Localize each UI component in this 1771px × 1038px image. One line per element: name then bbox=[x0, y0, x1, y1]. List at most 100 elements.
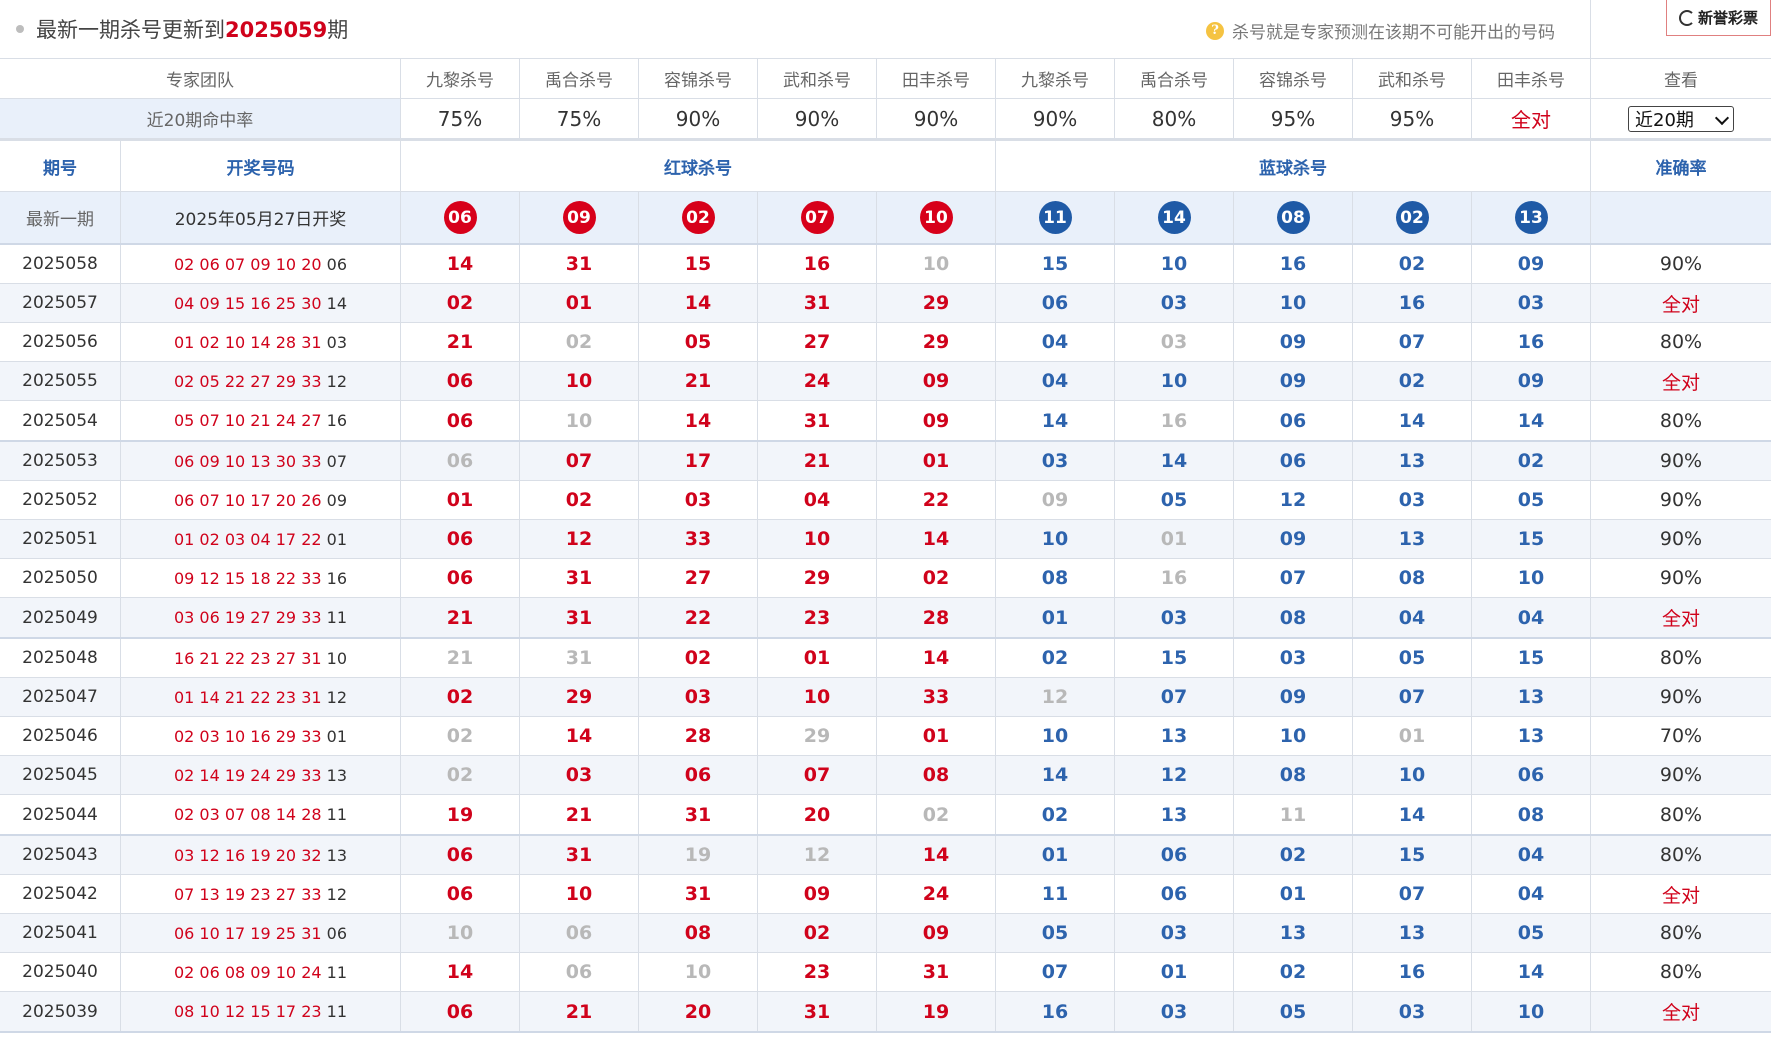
blue-kill-number: 13 bbox=[1279, 922, 1307, 944]
red-kill-cell: 31 bbox=[757, 284, 876, 322]
red-kill-cell: 06 bbox=[400, 992, 519, 1031]
history-row: 2025040 02 06 08 09 10 24 11 14 06 10 23 31 07 0… bbox=[0, 953, 1771, 992]
red-kill-number: 31 bbox=[803, 292, 831, 314]
blue-kill-cell: 02 bbox=[1352, 245, 1471, 283]
blue-kill-number: 02 bbox=[1041, 803, 1069, 826]
red-kill-number: 31 bbox=[565, 844, 593, 866]
accuracy-value: 80% bbox=[1659, 331, 1703, 353]
blue-kill-number: 08 bbox=[1279, 606, 1307, 629]
red-kill-cell: 29 bbox=[876, 323, 995, 361]
blue-kill-number: 02 bbox=[1041, 647, 1069, 669]
draw-numbers: 09 12 15 18 22 33 16 bbox=[174, 569, 347, 588]
red-kill-number: 23 bbox=[803, 606, 831, 629]
red-kill-number: 27 bbox=[803, 331, 831, 353]
red-kill-cell: 14 bbox=[876, 520, 995, 558]
accuracy-value: 90% bbox=[1659, 489, 1703, 511]
blue-kill-cell: 13 bbox=[1352, 520, 1471, 558]
period-range-select[interactable]: 近20期 bbox=[1628, 105, 1734, 132]
red-kill-ball: 10 bbox=[919, 201, 953, 234]
hit-rate-value: 90% bbox=[675, 106, 721, 131]
red-kill-cell: 31 bbox=[519, 245, 638, 283]
red-kill-cell: 01 bbox=[876, 717, 995, 755]
expert-name: 容锦杀号 bbox=[664, 71, 732, 91]
period-number: 2025047 bbox=[22, 687, 98, 707]
blue-kill-cell: 14 bbox=[995, 401, 1114, 440]
red-kill-cell: 21 bbox=[638, 362, 757, 400]
accuracy-value: 90% bbox=[1659, 528, 1703, 550]
blue-kill-cell: 02 bbox=[1352, 362, 1471, 400]
red-kill-cell: 09 bbox=[876, 914, 995, 952]
red-kill-number: 03 bbox=[684, 489, 712, 511]
latest-draw-date: 2025年05月27日开奖 bbox=[174, 210, 347, 230]
red-kill-cell: 21 bbox=[519, 992, 638, 1031]
draw-numbers: 02 06 07 09 10 20 06 bbox=[174, 255, 347, 274]
red-kill-cell: 06 bbox=[400, 559, 519, 597]
red-kill-number: 02 bbox=[803, 922, 831, 944]
draw-blue-number: 06 bbox=[326, 923, 348, 943]
period-select-cell: 近20期 bbox=[1590, 99, 1771, 138]
red-kill-number: 06 bbox=[565, 961, 593, 983]
blue-kill-number: 04 bbox=[1517, 883, 1545, 905]
brand-logo[interactable]: 新誉彩票 bbox=[1666, 0, 1771, 36]
draw-blue-number: 11 bbox=[326, 608, 348, 627]
draw-cell: 01 14 21 22 23 31 12 bbox=[120, 678, 400, 716]
blue-kill-number: 14 bbox=[1517, 409, 1545, 432]
draw-red-numbers: 09 12 15 18 22 33 bbox=[173, 568, 322, 588]
red-kill-cell: 14 bbox=[400, 953, 519, 991]
period-cell: 2025048 bbox=[0, 639, 120, 677]
red-kill-number: 01 bbox=[565, 292, 593, 314]
accuracy-cell: 90% bbox=[1590, 481, 1771, 519]
red-kill-cell: 14 bbox=[638, 401, 757, 440]
blue-kill-number: 05 bbox=[1517, 922, 1545, 944]
red-kill-header: 红球杀号 bbox=[400, 141, 995, 191]
blue-kill-number: 13 bbox=[1398, 450, 1426, 472]
red-kill-cell: 02 bbox=[400, 756, 519, 794]
logo-mark-icon bbox=[1678, 9, 1695, 26]
red-kill-number: 07 bbox=[565, 450, 593, 472]
red-kill-number: 01 bbox=[446, 489, 474, 511]
red-kill-cell: 03 bbox=[638, 481, 757, 519]
red-kill-number: 28 bbox=[922, 606, 950, 629]
red-kill-number: 21 bbox=[684, 370, 712, 392]
accuracy-value: 90% bbox=[1659, 450, 1703, 472]
blue-kill-number: 04 bbox=[1517, 606, 1545, 629]
period-cell: 2025057 bbox=[0, 284, 120, 322]
red-kill-cell: 06 bbox=[638, 756, 757, 794]
red-kill-cell: 14 bbox=[876, 639, 995, 677]
blue-kill-cell: 05 bbox=[1114, 481, 1233, 519]
blue-kill-number: 04 bbox=[1398, 606, 1426, 629]
draw-numbers: 01 14 21 22 23 31 12 bbox=[174, 688, 347, 707]
period-cell: 2025055 bbox=[0, 362, 120, 400]
red-kill-cell: 07 bbox=[519, 442, 638, 480]
draw-numbers: 06 09 10 13 30 33 07 bbox=[174, 452, 347, 471]
red-kill-number: 29 bbox=[803, 725, 831, 747]
red-kill-number: 02 bbox=[565, 489, 593, 511]
accuracy-cell: 全对 bbox=[1590, 362, 1771, 400]
hit-rate-value: 全对 bbox=[1511, 108, 1551, 132]
red-kill-cell: 06 bbox=[519, 914, 638, 952]
red-kill-number: 09 bbox=[922, 922, 950, 944]
blue-kill-number: 15 bbox=[1517, 647, 1545, 669]
red-kill-cell: 27 bbox=[638, 559, 757, 597]
red-kill-number: 31 bbox=[803, 409, 831, 432]
red-kill-cell: 23 bbox=[757, 953, 876, 991]
draw-cell: 02 03 10 16 29 33 01 bbox=[120, 717, 400, 755]
red-kill-number: 02 bbox=[922, 803, 950, 826]
accuracy-value: 90% bbox=[1659, 764, 1703, 786]
hit-rate-cell: 90% bbox=[995, 99, 1114, 138]
period-number: 2025039 bbox=[22, 1001, 98, 1022]
blue-kill-cell: 10 bbox=[1233, 717, 1352, 755]
view-label: 查看 bbox=[1664, 71, 1698, 91]
red-kill-cell: 21 bbox=[519, 795, 638, 834]
red-kill-number: 21 bbox=[446, 647, 474, 669]
draw-numbers: 02 14 19 24 29 33 13 bbox=[174, 766, 347, 785]
draw-numbers: 02 05 22 27 29 33 12 bbox=[174, 372, 347, 391]
red-kill-number: 31 bbox=[565, 606, 593, 629]
blue-kill-cell: 05 bbox=[1352, 639, 1471, 677]
expert-name-cell: 田丰杀号 bbox=[1471, 59, 1590, 98]
red-kill-number: 05 bbox=[684, 331, 712, 353]
blue-kill-number: 06 bbox=[1279, 450, 1307, 472]
blue-kill-cell: 14 bbox=[1352, 401, 1471, 440]
blue-kill-cell: 10 bbox=[1114, 245, 1233, 283]
blue-kill-cell: 14 bbox=[1114, 442, 1233, 480]
